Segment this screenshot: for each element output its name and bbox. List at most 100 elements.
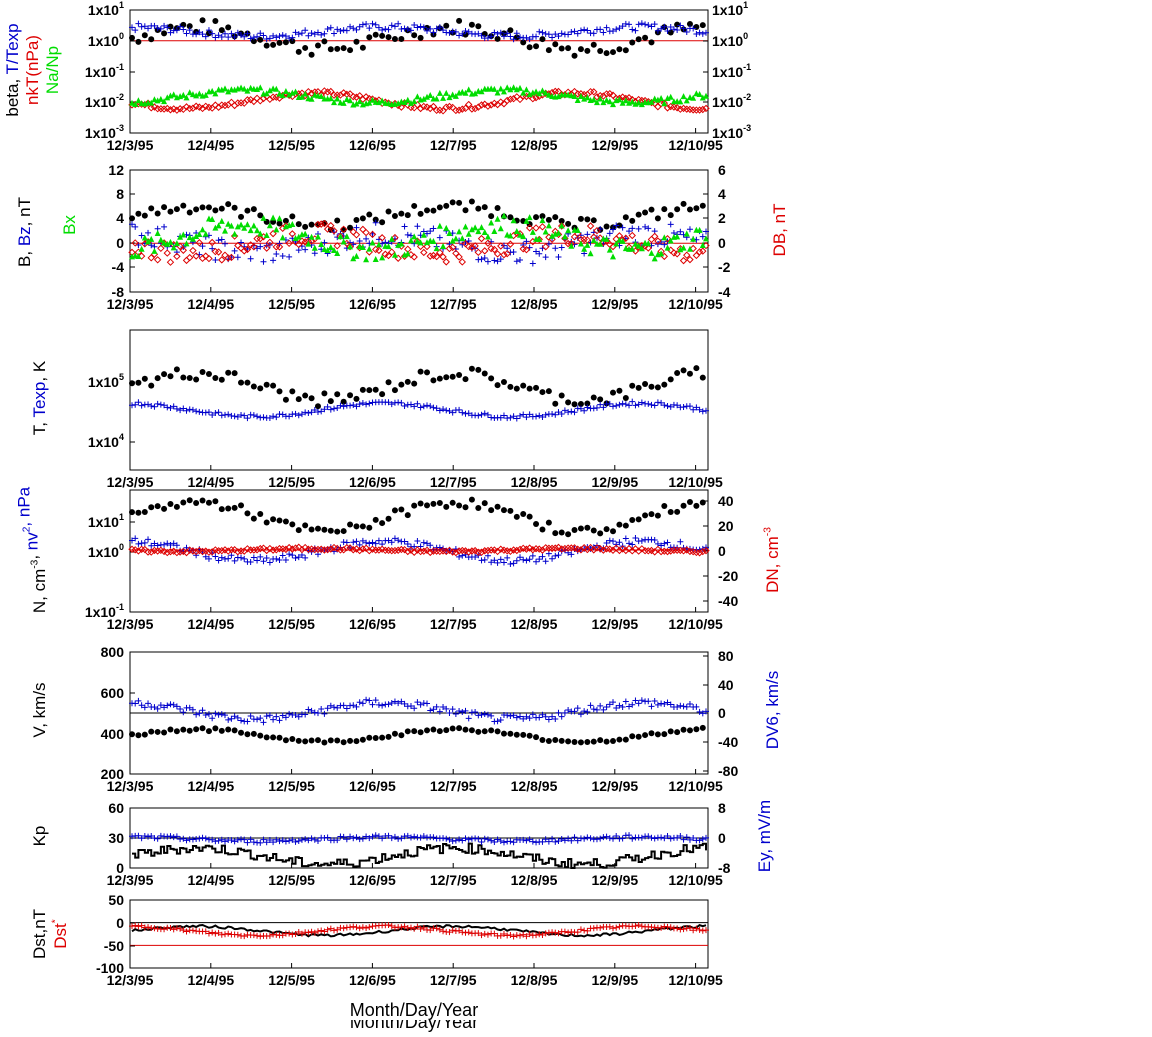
data-point [221,838,228,845]
data-point [472,708,479,715]
data-point [552,838,559,845]
data-point [231,204,238,211]
data-point [225,369,232,376]
data-point [613,541,620,548]
data-point [247,836,254,843]
data-point [215,409,222,416]
data-point [305,32,312,39]
data-point [362,228,370,237]
data-point [622,395,629,402]
y2-axis-label: DN, cm-3 [762,527,782,593]
data-point [539,29,546,36]
data-point [321,739,328,746]
data-point [289,521,296,528]
data-point [439,253,447,261]
data-point [368,230,377,239]
data-point [327,221,335,230]
y2-tick-label: 40 [718,677,734,693]
data-point [597,396,604,403]
data-point [532,93,540,102]
data-point [654,701,661,708]
data-point [693,726,700,733]
data-point [686,836,693,843]
data-point [196,835,203,842]
data-point [166,258,175,266]
data-point [565,409,572,416]
data-point [497,837,504,844]
x-tick-label: 12/8/95 [511,474,558,490]
data-point [336,546,345,554]
data-point [407,401,414,408]
data-point [147,104,155,112]
data-point [259,94,268,103]
data-point [391,546,399,555]
data-point [507,838,514,845]
data-point [507,214,514,221]
data-point [484,546,492,555]
data-point [648,249,655,256]
data-point [196,231,203,238]
data-point [432,106,441,115]
data-point [584,27,591,34]
data-point [180,499,187,506]
data-point [337,402,344,409]
data-point [414,223,421,230]
y-tick-label: 4 [116,210,124,226]
x-tick-label: 12/7/95 [430,872,477,888]
data-point [398,381,405,388]
data-point [238,729,245,736]
data-point [622,698,629,705]
data-point [674,925,681,932]
data-point [199,226,206,233]
data-point [347,521,354,528]
data-point [487,546,495,554]
data-point [170,834,177,841]
data-point [520,556,527,563]
data-point [407,924,414,931]
data-point [629,98,636,105]
data-point [651,698,658,705]
data-point [145,229,152,236]
data-point [339,225,348,234]
data-point [558,45,565,52]
data-point [545,216,552,223]
data-point [148,235,155,242]
data-point [667,376,674,383]
data-point [356,23,363,30]
data-point [369,833,376,840]
data-point [500,930,507,937]
data-point [398,36,405,43]
data-point [693,502,700,509]
data-point [173,503,180,510]
data-point [536,236,543,243]
data-point [161,223,168,230]
data-point [199,725,206,732]
data-point [292,931,299,938]
data-point [398,698,405,705]
data-point [488,33,495,40]
data-point [465,230,472,237]
data-point [404,378,411,385]
data-point [161,30,168,37]
data-point [270,32,277,39]
data-point [167,501,174,508]
data-point [295,543,303,551]
data-point [699,94,706,101]
data-point [497,556,504,563]
data-point [542,558,549,565]
data-point [458,258,466,266]
data-point [481,835,488,842]
data-point [446,836,453,843]
data-point [593,226,601,235]
data-point [555,93,562,100]
data-point [161,98,168,105]
data-point [538,223,547,231]
data-point [683,834,690,841]
data-point [378,234,386,242]
data-point [690,94,697,101]
data-point [549,555,556,562]
data-point [565,220,572,227]
data-point [327,243,334,250]
data-point [440,242,447,249]
